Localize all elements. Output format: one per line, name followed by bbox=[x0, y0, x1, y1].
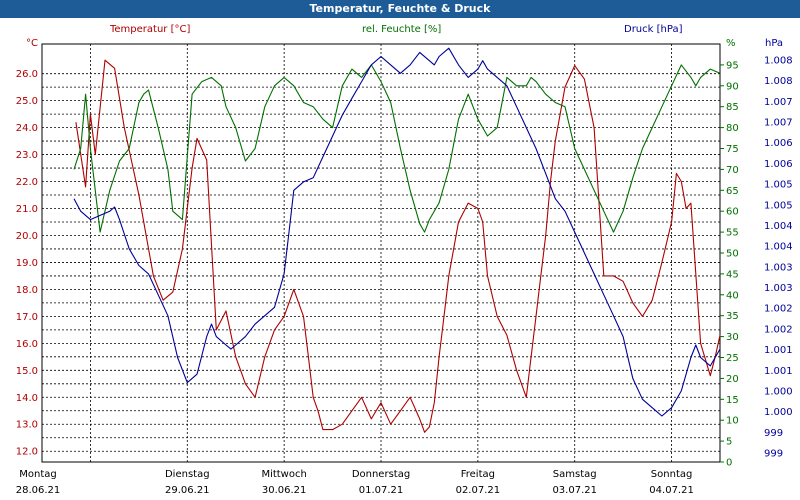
press-tick-label: 1.003 bbox=[764, 283, 793, 294]
humidity-series-label: rel. Feuchte [%] bbox=[362, 24, 442, 35]
temp-tick-label: 22.0 bbox=[16, 177, 38, 188]
hum-tick-label: 0 bbox=[726, 458, 732, 469]
temp-tick-label: 24.0 bbox=[16, 123, 38, 134]
x-tick-date: 04.07.21 bbox=[649, 485, 694, 496]
x-tick-date: 28.06.21 bbox=[16, 485, 61, 496]
press-tick-label: 1.001 bbox=[764, 345, 793, 356]
hum-tick-label: 95 bbox=[726, 60, 739, 71]
temp-tick-label: 26.0 bbox=[16, 69, 38, 80]
hum-tick-label: 65 bbox=[726, 186, 739, 197]
x-tick-date: 03.07.21 bbox=[552, 485, 597, 496]
press-tick-label: 1.005 bbox=[764, 200, 793, 211]
hum-tick-label: 50 bbox=[726, 249, 739, 260]
temp-tick-label: 23.0 bbox=[16, 150, 38, 161]
press-tick-label: 1.000 bbox=[764, 386, 793, 397]
grid bbox=[41, 43, 724, 463]
temp-tick-label: 14.0 bbox=[16, 393, 38, 404]
hum-tick-label: 10 bbox=[726, 416, 739, 427]
press-tick-label: 1.004 bbox=[764, 221, 793, 232]
temperature-series-label: Temperatur [°C] bbox=[110, 24, 191, 35]
x-tick-day: Montag bbox=[19, 469, 56, 480]
hum-tick-label: 75 bbox=[726, 144, 739, 155]
chart-title: Temperatur, Feuchte & Druck bbox=[0, 0, 800, 18]
x-tick-date: 29.06.21 bbox=[165, 485, 210, 496]
hum-tick-label: 5 bbox=[726, 437, 732, 448]
press-tick-label: 1.002 bbox=[764, 304, 793, 315]
hum-tick-label: 15 bbox=[726, 395, 739, 406]
press-tick-label: 1.006 bbox=[764, 138, 793, 149]
press-tick-label: 1.008 bbox=[764, 56, 793, 67]
temp-unit-label: °C bbox=[26, 38, 38, 49]
humidity-line bbox=[73, 64, 721, 233]
temp-tick-label: 13.0 bbox=[16, 420, 38, 431]
hum-unit-label: % bbox=[726, 38, 736, 49]
hum-tick-label: 60 bbox=[726, 207, 739, 218]
temp-tick-label: 21.0 bbox=[16, 204, 38, 215]
temp-tick-label: 25.0 bbox=[16, 96, 38, 107]
temperature-line bbox=[75, 59, 721, 433]
x-tick-day: Donnerstag bbox=[352, 469, 410, 480]
x-tick-day: Freitag bbox=[461, 469, 495, 480]
press-tick-label: 999 bbox=[764, 428, 783, 439]
hum-tick-label: 30 bbox=[726, 332, 739, 343]
press-unit-label: hPa bbox=[765, 38, 784, 49]
temp-tick-label: 15.0 bbox=[16, 366, 38, 377]
temp-tick-label: 17.0 bbox=[16, 312, 38, 323]
hum-tick-label: 70 bbox=[726, 165, 739, 176]
temp-tick-label: 20.0 bbox=[16, 231, 38, 242]
hum-tick-label: 40 bbox=[726, 290, 739, 301]
x-tick-day: Mittwoch bbox=[261, 469, 306, 480]
hum-tick-label: 35 bbox=[726, 311, 739, 322]
hum-tick-label: 25 bbox=[726, 353, 739, 364]
press-tick-label: 1.004 bbox=[764, 242, 793, 253]
hum-tick-label: 85 bbox=[726, 102, 739, 113]
press-tick-label: 1.005 bbox=[764, 180, 793, 191]
press-tick-label: 1.003 bbox=[764, 262, 793, 273]
tick-labels: 26.0 25.0 24.0 23.0 22.0 21.0 20.0 19.0 18.0 17.0… bbox=[16, 56, 793, 497]
x-tick-day: Samstag bbox=[553, 469, 597, 480]
pressure-series-label: Druck [hPa] bbox=[624, 24, 683, 35]
hum-tick-label: 20 bbox=[726, 374, 739, 385]
press-tick-label: 1.006 bbox=[764, 159, 793, 170]
press-tick-label: 1.007 bbox=[764, 97, 793, 108]
press-tick-label: 999 bbox=[764, 449, 783, 460]
series-lines bbox=[73, 47, 721, 433]
hum-tick-label: 45 bbox=[726, 269, 739, 280]
press-tick-label: 1.000 bbox=[764, 407, 793, 418]
x-tick-date: 02.07.21 bbox=[456, 485, 501, 496]
press-tick-label: 1.007 bbox=[764, 118, 793, 129]
temp-tick-label: 19.0 bbox=[16, 258, 38, 269]
temp-tick-label: 16.0 bbox=[16, 339, 38, 350]
x-tick-date: 30.06.21 bbox=[262, 485, 307, 496]
press-tick-label: 1.001 bbox=[764, 366, 793, 377]
x-tick-day: Dienstag bbox=[165, 469, 210, 480]
temp-tick-label: 12.0 bbox=[16, 447, 38, 458]
x-tick-date: 01.07.21 bbox=[359, 485, 404, 496]
x-tick-day: Sonntag bbox=[651, 469, 693, 480]
hum-tick-label: 90 bbox=[726, 81, 739, 92]
temp-tick-label: 18.0 bbox=[16, 285, 38, 296]
hum-tick-label: 55 bbox=[726, 228, 739, 239]
pressure-line bbox=[73, 47, 721, 417]
hum-tick-label: 80 bbox=[726, 123, 739, 134]
press-tick-label: 1.008 bbox=[764, 76, 793, 87]
press-tick-label: 1.002 bbox=[764, 324, 793, 335]
